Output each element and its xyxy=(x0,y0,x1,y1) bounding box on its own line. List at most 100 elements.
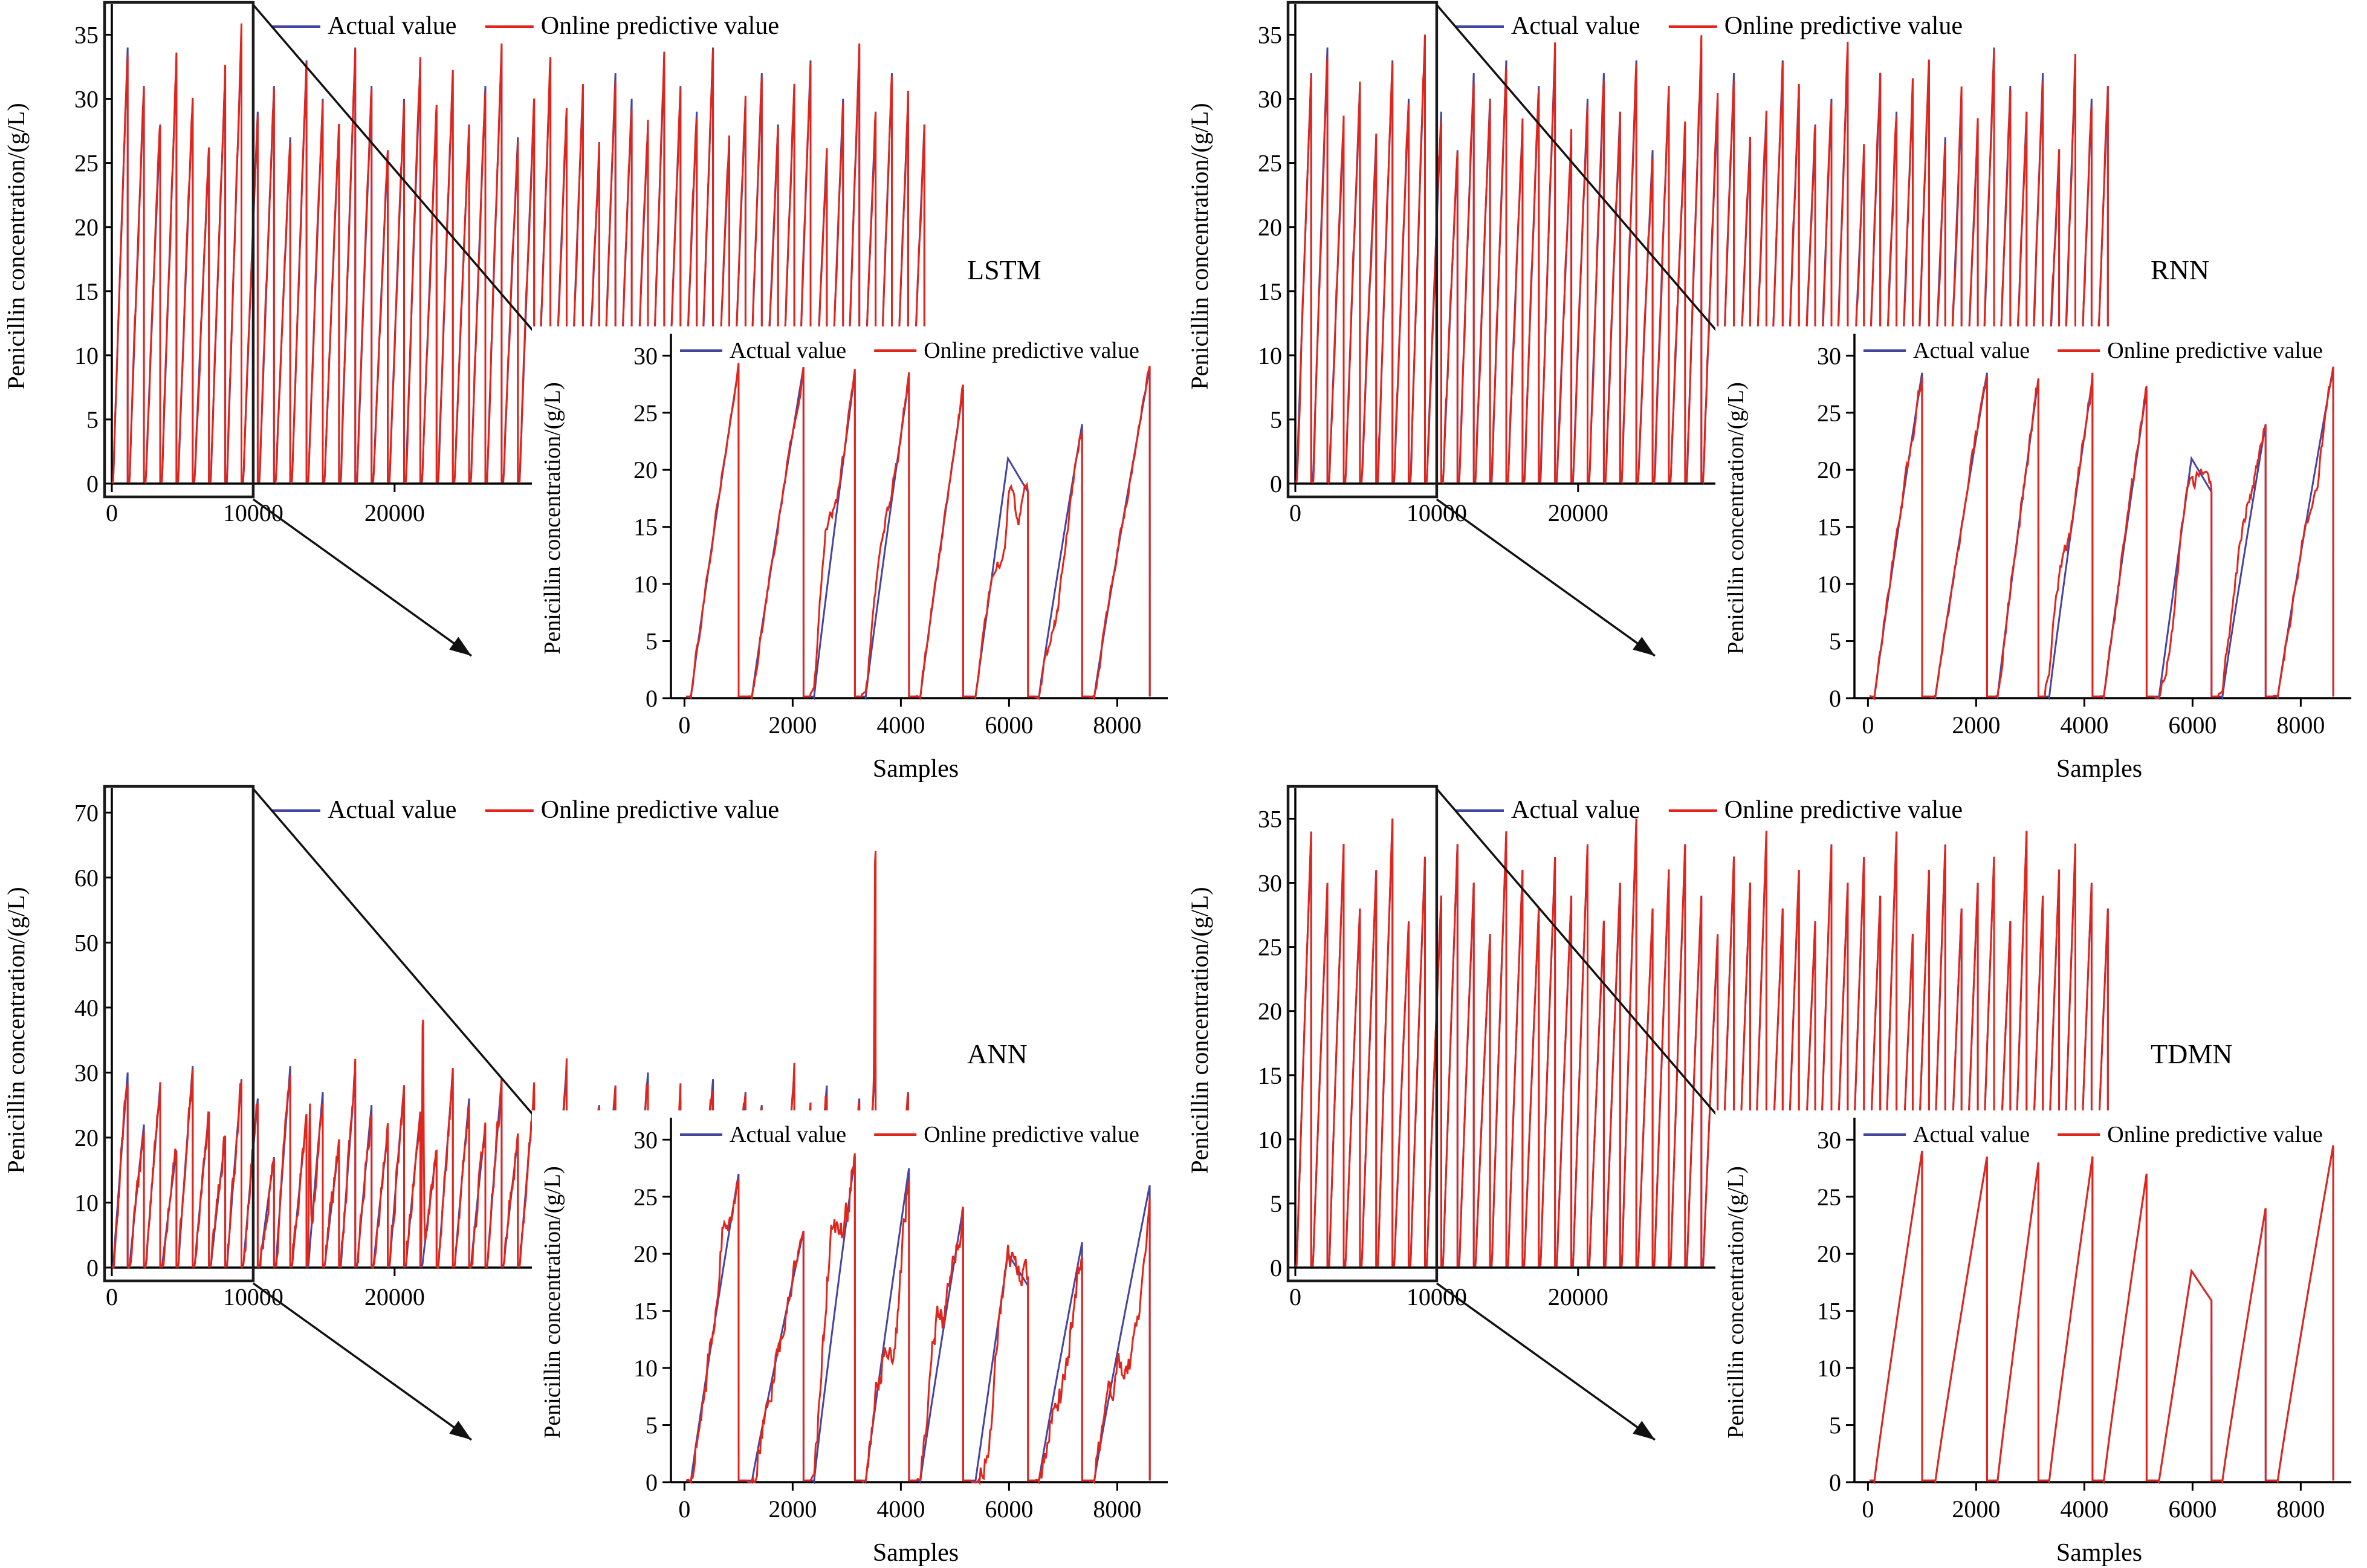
y-tick-label: 30 xyxy=(1817,342,1841,369)
inset-background xyxy=(1715,1110,2367,1568)
y-tick-label: 0 xyxy=(646,685,658,712)
tdmn-inset-chart: 0 5 10 15 20 25 30 0 2000 4000 6000 8000 Penicillin … xyxy=(1715,1110,2367,1568)
y-tick-label: 5 xyxy=(1270,1190,1282,1217)
y-tick-label: 20 xyxy=(1817,1240,1841,1268)
y-tick-label: 20 xyxy=(633,1240,658,1268)
y-tick-label: 15 xyxy=(74,278,99,305)
x-tick-label: 4000 xyxy=(2060,711,2108,739)
inset-background xyxy=(1715,326,2367,784)
x-tick-label: 2000 xyxy=(1952,711,2000,739)
x-tick-label: 4000 xyxy=(2060,1495,2108,1523)
legend-actual-label: Actual value xyxy=(328,12,456,40)
y-tick-label: 30 xyxy=(74,1059,99,1086)
panel-rnn: 0 5 10 15 20 25 30 35 0 10000 20000 Penicillin conc… xyxy=(1184,0,2367,784)
zoom-arrow-head xyxy=(1633,637,1655,656)
y-tick-label: 70 xyxy=(74,799,99,826)
x-tick-label: 2000 xyxy=(768,711,817,739)
y-axis-label: Penicillin concentration/(g/L) xyxy=(2,887,30,1173)
y-tick-label: 10 xyxy=(1817,1355,1841,1382)
y-tick-label: 25 xyxy=(1258,150,1282,177)
y-tick-label: 15 xyxy=(1817,1298,1841,1325)
predicted-series xyxy=(685,363,1151,701)
y-tick-label: 25 xyxy=(1258,934,1282,961)
model-label-ann: ANN xyxy=(967,1038,1028,1069)
predicted-series xyxy=(1869,366,2334,701)
ann-inset-chart: 0 5 10 15 20 25 30 0 2000 4000 6000 8000 Penicillin … xyxy=(532,1110,1184,1568)
y-tick-label: 35 xyxy=(1258,21,1282,48)
predicted-series xyxy=(1295,35,2109,485)
zoom-arrow-head xyxy=(449,637,471,656)
legend-predicted-label: Online predictive value xyxy=(541,796,779,824)
x-tick-label: 20000 xyxy=(364,499,425,526)
y-tick-label: 10 xyxy=(74,342,99,369)
x-tick-label: 6000 xyxy=(2168,1495,2216,1523)
y-axis-label: Penicillin concentration/(g/L) xyxy=(1186,887,1213,1173)
y-tick-label: 0 xyxy=(1270,1254,1282,1281)
y-tick-label: 10 xyxy=(74,1189,99,1216)
y-tick-label: 30 xyxy=(1258,870,1282,897)
legend-actual-label: Actual value xyxy=(730,338,846,363)
x-tick-label: 0 xyxy=(1862,711,1874,739)
legend-actual-label: Actual value xyxy=(1511,12,1640,40)
legend-predicted-label: Online predictive value xyxy=(2107,1122,2323,1147)
rnn-inset-chart: 0 5 10 15 20 25 30 0 2000 4000 6000 8000 Penicillin … xyxy=(1715,326,2367,784)
predicted-series xyxy=(1295,818,2109,1267)
y-tick-label: 20 xyxy=(1258,214,1282,241)
y-tick-label: 25 xyxy=(633,400,658,427)
y-tick-label: 10 xyxy=(1258,342,1282,369)
legend-predicted-label: Online predictive value xyxy=(924,1122,1139,1147)
y-tick-label: 15 xyxy=(1258,1062,1282,1089)
y-tick-label: 10 xyxy=(1817,571,1841,598)
x-tick-label: 0 xyxy=(1862,1495,1874,1523)
x-tick-label: 2000 xyxy=(768,1495,817,1523)
y-tick-label: 5 xyxy=(1829,1412,1841,1439)
y-tick-label: 35 xyxy=(1258,805,1282,832)
y-tick-label: 30 xyxy=(633,342,658,369)
y-tick-label: 15 xyxy=(633,1298,658,1325)
legend-predicted-label: Online predictive value xyxy=(1724,12,1963,40)
legend-actual-label: Actual value xyxy=(1913,1122,2030,1147)
x-tick-label: 6000 xyxy=(2168,711,2216,739)
y-axis-label: Penicillin concentration/(g/L) xyxy=(1186,103,1213,389)
x-tick-label: 2000 xyxy=(1952,1495,2000,1523)
x-tick-label: 8000 xyxy=(1093,711,1141,739)
y-tick-label: 20 xyxy=(1258,998,1282,1025)
legend-predicted-label: Online predictive value xyxy=(924,338,1139,363)
y-tick-label: 15 xyxy=(1258,278,1282,305)
x-tick-label: 6000 xyxy=(985,711,1033,739)
y-tick-label: 30 xyxy=(1817,1126,1841,1153)
y-axis-label: Penicillin concentration/(g/L) xyxy=(2,103,30,389)
x-tick-label: 10000 xyxy=(223,499,283,526)
x-axis-label: Samples xyxy=(873,1539,959,1567)
predicted-series xyxy=(685,1153,1151,1486)
x-tick-label: 8000 xyxy=(2276,1495,2325,1523)
x-tick-label: 20000 xyxy=(1548,1283,1608,1310)
y-tick-label: 50 xyxy=(74,929,99,956)
legend-actual-label: Actual value xyxy=(730,1122,846,1147)
legend-predicted-label: Online predictive value xyxy=(541,12,779,40)
x-tick-label: 8000 xyxy=(1093,1495,1141,1523)
y-tick-label: 20 xyxy=(74,1124,99,1152)
x-axis-label: Samples xyxy=(2056,1539,2142,1567)
x-tick-label: 0 xyxy=(678,1495,690,1523)
y-tick-label: 25 xyxy=(74,150,99,177)
y-tick-label: 0 xyxy=(1829,685,1841,712)
y-tick-label: 25 xyxy=(1817,1184,1841,1211)
model-label-rnn: RNN xyxy=(2151,254,2210,285)
y-tick-label: 30 xyxy=(1258,86,1282,113)
model-label-lstm: LSTM xyxy=(967,254,1041,285)
y-tick-label: 60 xyxy=(74,864,99,892)
zoom-arrow-head xyxy=(1633,1421,1655,1440)
y-tick-label: 5 xyxy=(646,628,658,655)
inset-background xyxy=(532,326,1184,784)
y-tick-label: 20 xyxy=(633,456,658,484)
x-tick-label: 10000 xyxy=(1407,499,1467,526)
x-tick-label: 0 xyxy=(678,711,690,739)
x-tick-label: 8000 xyxy=(2276,711,2325,739)
x-axis-label: Samples xyxy=(873,755,959,783)
y-axis-label: Penicillin concentration/(g/L) xyxy=(540,382,565,655)
y-tick-label: 5 xyxy=(1270,406,1282,433)
predicted-series xyxy=(111,23,925,485)
x-tick-label: 0 xyxy=(1289,1283,1301,1310)
y-tick-label: 5 xyxy=(1829,628,1841,655)
